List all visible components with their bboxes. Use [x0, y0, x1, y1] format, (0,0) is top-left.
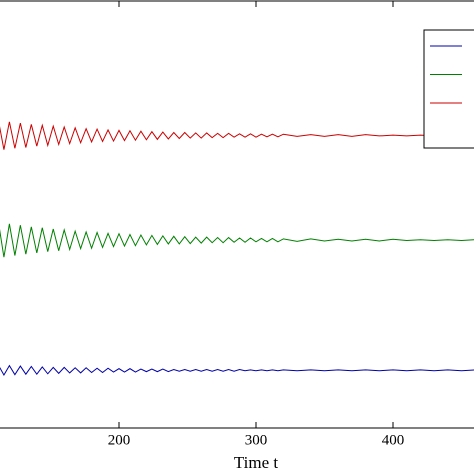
series-line	[0, 223, 474, 258]
plot-area	[0, 121, 474, 377]
series-line	[0, 364, 474, 377]
x-tick-label: 300	[245, 432, 268, 448]
x-tick-label: 400	[382, 432, 405, 448]
x-tick-label: 200	[108, 432, 131, 448]
series-line	[0, 121, 474, 150]
x-axis-label: Time t	[234, 453, 279, 472]
plot-frame	[0, 0, 474, 429]
legend-box	[423, 29, 474, 149]
